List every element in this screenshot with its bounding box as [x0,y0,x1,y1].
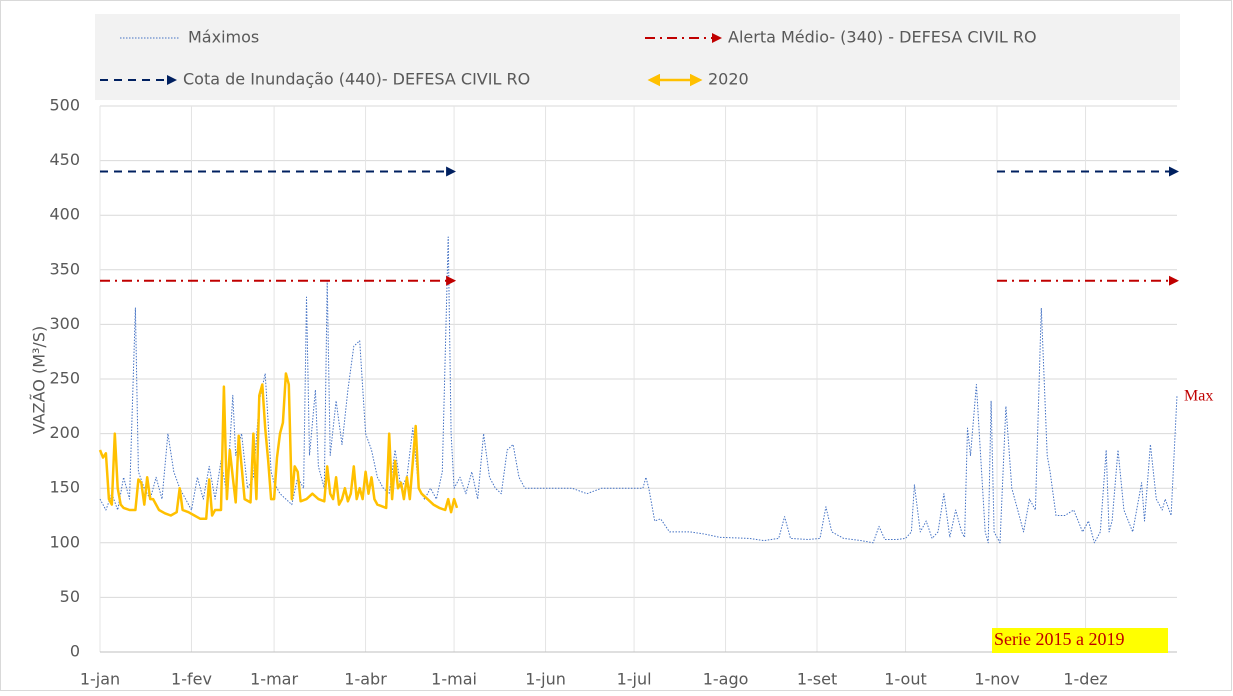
legend-label: Cota de Inundação (440)- DEFESA CIVIL RO [183,70,530,89]
y-tick-label: 0 [70,642,80,661]
x-tick-label: 1-set [797,670,837,689]
x-tick-label: 1-mar [250,670,298,689]
marks [98,166,1179,544]
x-tick-label: 1-fev [171,670,212,689]
x-tick-label: 1-nov [974,670,1019,689]
annotation: Max [1184,388,1213,405]
legend-label: 2020 [708,70,749,89]
y-tick-label: 500 [49,96,80,115]
x-tick-label: 1-jan [80,670,120,689]
annotation-bg [992,628,1168,653]
y-tick-label: 100 [49,532,80,551]
y-tick-label: 350 [49,259,80,278]
y-tick-label: 300 [49,314,80,333]
y-tick-label: 250 [49,369,80,388]
legend: Máximos Alerta Médio- (340) - DEFESA CIVI… [100,28,1037,89]
x-tick-label: 1-abr [344,670,387,689]
legend-box [95,14,1180,100]
y-tick-label: 400 [49,205,80,224]
x-tick-label: 1-out [884,670,926,689]
y-tick-label: 50 [60,587,80,606]
y-tick-label: 150 [49,478,80,497]
x-tick-label: 1-mai [431,670,477,689]
x-tick-label: 1-jun [525,670,566,689]
x-tick-label: 1-jul [617,670,652,689]
y-tick-label: 450 [49,150,80,169]
grid [99,105,1177,653]
legend-label: Alerta Médio- (340) - DEFESA CIVIL RO [728,28,1037,47]
y-tick-label: 200 [49,423,80,442]
series-line [98,372,459,521]
x-tick-label: 1-dez [1063,670,1107,689]
x-tick-label: 1-ago [703,670,749,689]
legend-label: Máximos [188,28,259,47]
y-axis-label: VAZÃO (M³/S) [30,326,49,434]
annotation: Serie 2015 a 2019 [994,629,1124,649]
